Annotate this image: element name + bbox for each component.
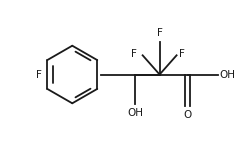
Text: OH: OH — [127, 108, 143, 118]
Text: F: F — [131, 49, 137, 59]
Text: OH: OH — [219, 69, 235, 80]
Text: F: F — [36, 69, 41, 80]
Text: O: O — [183, 110, 192, 120]
Text: F: F — [179, 49, 185, 59]
Text: F: F — [157, 28, 163, 38]
